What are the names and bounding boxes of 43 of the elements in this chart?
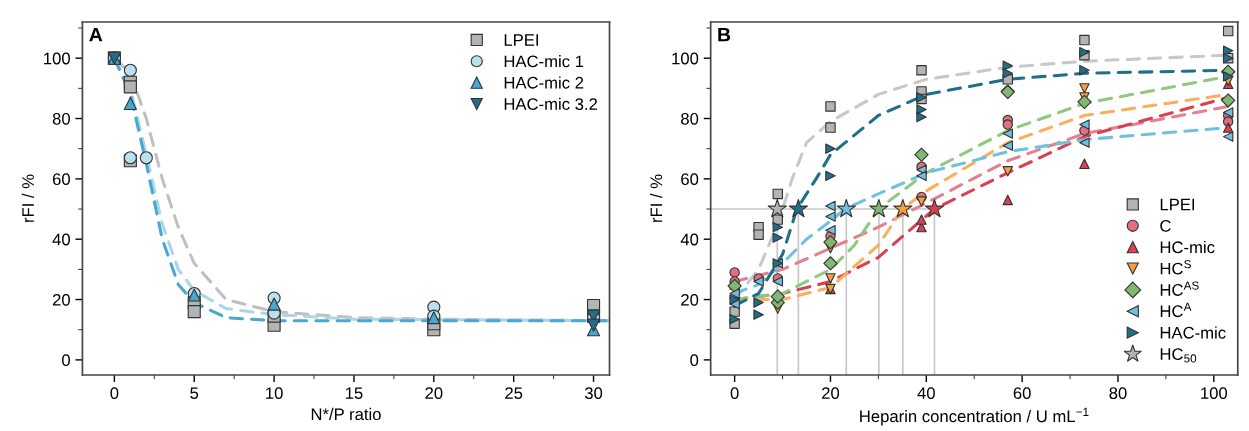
legend-label: HAC-mic 2 <box>504 76 584 89</box>
y-tick-label: 20 <box>681 293 699 306</box>
legend-label: HC$_{50}$ <box>1160 348 1197 363</box>
x-tick-label: 30 <box>584 387 603 400</box>
x-tick-label: 5 <box>190 387 199 400</box>
x-tick-label: 0 <box>110 387 119 400</box>
y-axis-title: rFI / % <box>21 174 34 222</box>
legend-label: HAC-mic 1 <box>504 55 584 68</box>
y-tick-label: 100 <box>44 52 70 65</box>
x-tick-label: 20 <box>822 387 840 400</box>
y-tick-label: 80 <box>681 112 699 125</box>
x-tick-label: 10 <box>266 387 283 400</box>
y-tick-label: 40 <box>52 233 70 246</box>
legend-label: HAC-mic 3.2 <box>504 97 598 110</box>
x-tick-label: 40 <box>917 387 935 400</box>
x-tick-label: 20 <box>425 387 443 400</box>
y-axis-title: rFI / % <box>649 174 663 222</box>
y-tick-label: 0 <box>690 354 699 367</box>
y-tick-label: 80 <box>52 112 70 125</box>
y-tick-label: 60 <box>52 173 70 186</box>
legend-label: HC-mic <box>1160 240 1215 254</box>
chart-title: A <box>89 27 103 42</box>
x-tick-label: 80 <box>1109 387 1127 400</box>
x-tick-label: 60 <box>1013 387 1031 400</box>
x-tick-label: 25 <box>505 387 523 400</box>
chart-title: B <box>718 27 731 42</box>
y-tick-label: 60 <box>681 173 699 186</box>
legend-label: LPEI <box>1160 198 1195 211</box>
x-axis-title: Heparin concentration / U mL$^{−1}$ <box>860 407 1089 426</box>
legend-label: HC$^{A}$ <box>1160 302 1192 318</box>
legend-label: HC$^{S}$ <box>1160 260 1191 275</box>
y-tick-label: 40 <box>680 233 699 246</box>
x-tick-label: 15 <box>345 387 363 400</box>
legend-label: C <box>1160 219 1171 232</box>
x-axis-title: N*/P ratio <box>311 407 381 421</box>
legend-label: LPEI <box>504 34 538 46</box>
y-tick-label: 0 <box>62 354 70 367</box>
y-tick-label: 20 <box>52 293 70 306</box>
legend-label: HAC-mic <box>1160 326 1226 339</box>
legend-label: HC$^{AS}$ <box>1160 281 1199 296</box>
x-tick-label: 0 <box>730 387 739 400</box>
x-tick-label: 100 <box>1201 387 1228 400</box>
y-tick-label: 100 <box>672 52 699 65</box>
